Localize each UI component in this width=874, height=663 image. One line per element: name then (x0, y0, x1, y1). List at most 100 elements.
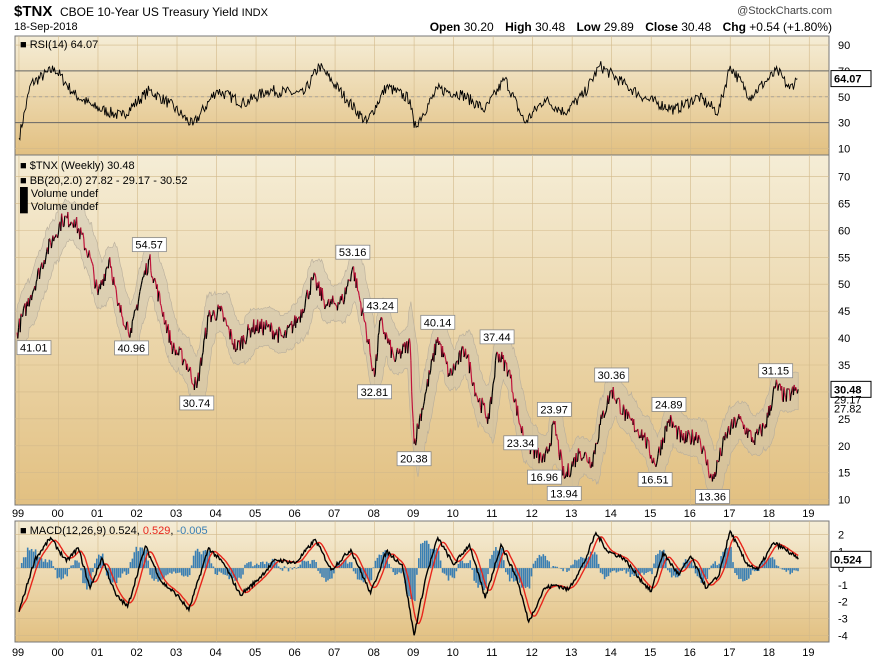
macd-histogram-bar (607, 568, 610, 577)
price-segment (346, 279, 349, 287)
price-segment (740, 420, 743, 422)
price-segment (690, 442, 693, 445)
macd-histogram-bar (617, 568, 620, 572)
macd-histogram-bar (742, 568, 744, 582)
macd-histogram-bar (260, 562, 262, 569)
macd-histogram-bar (520, 568, 523, 588)
macd-histogram-bar (508, 568, 511, 582)
macd-histogram-bar (574, 559, 576, 568)
price-segment (391, 346, 394, 353)
chart-header: $TNX CBOE 10-Year US Treasury Yield INDX… (0, 0, 874, 36)
macd-histogram-bar (214, 568, 217, 575)
price-segment (646, 436, 649, 441)
x-tick-label: 10 (447, 508, 459, 520)
macd-histogram-bar (323, 568, 325, 578)
macd-histogram-bar (139, 547, 142, 568)
macd-histogram-bar (560, 568, 562, 569)
macd-histogram-bar (777, 566, 780, 569)
rsi-y-tick-label: 30 (838, 118, 850, 130)
macd-histogram-bar (181, 568, 183, 576)
macd-histogram-bar (74, 560, 76, 569)
price-segment (356, 278, 359, 291)
x-tick-label: 08 (368, 508, 380, 520)
macd-histogram-bar (631, 568, 633, 575)
macd-histogram-bar (753, 568, 756, 572)
macd-histogram-bar (30, 549, 33, 568)
price-annotation-label: 43.24 (367, 301, 395, 313)
macd-histogram-bar (475, 568, 477, 583)
macd-histogram-bar (76, 560, 78, 569)
macd-histogram-bar (566, 568, 568, 572)
price-segment (230, 328, 233, 334)
close-value: 30.48 (681, 20, 712, 34)
price-annotation-box (637, 472, 673, 487)
macd-histogram-bar (341, 562, 343, 568)
price-segment (716, 459, 719, 463)
macd-histogram-bar (234, 568, 236, 581)
macd-histogram-bar (507, 568, 509, 575)
price-segment (88, 250, 91, 258)
price-segment (454, 362, 457, 371)
macd-histogram-bar (441, 568, 444, 573)
macd-histogram-bar (307, 560, 309, 568)
price-segment (715, 459, 718, 473)
price-segment (586, 461, 589, 463)
price-segment (557, 439, 560, 455)
description-label: CBOE 10-Year US Treasury Yield INDX (60, 5, 268, 19)
price-segment (302, 311, 305, 314)
price-segment (451, 372, 454, 376)
price-segment (276, 329, 278, 335)
macd-histogram-bar (390, 567, 392, 569)
price-segment (759, 424, 762, 433)
macd-histogram-bar (629, 568, 632, 577)
price-segment (91, 261, 93, 264)
price-segment (775, 379, 778, 385)
macd-histogram-bar (153, 568, 155, 581)
price-segment (149, 254, 152, 271)
price-segment (614, 399, 616, 401)
price-y-tick-label: 35 (838, 360, 850, 372)
price-segment (796, 389, 799, 394)
price-segment (104, 269, 107, 282)
price-segment (783, 387, 786, 393)
rsi-y-tick-label: 10 (838, 144, 850, 156)
macd-histogram-bar (761, 560, 764, 568)
price-segment (488, 403, 491, 419)
macd-histogram-bar (394, 568, 396, 575)
price-segment (71, 222, 74, 226)
macd-histogram-bar (159, 568, 161, 581)
price-y-tick-label: 10 (838, 495, 850, 507)
price-segment (710, 473, 713, 477)
price-segment (132, 316, 135, 319)
macd-histogram-bar (540, 556, 543, 568)
price-segment (63, 215, 66, 227)
price-segment (105, 267, 108, 270)
price-segment (150, 270, 153, 278)
price-segment (572, 458, 575, 467)
price-segment (699, 440, 702, 447)
macd-histogram-bar (200, 554, 203, 568)
price-segment (34, 281, 37, 291)
macd-histogram-bar (54, 568, 57, 570)
macd-histogram-bar (451, 568, 454, 578)
macd-histogram-bar (526, 568, 529, 587)
price-segment (82, 232, 85, 239)
price-segment (466, 355, 469, 359)
price-segment (115, 289, 118, 299)
ohlc-readout: Open 30.20 High 30.48 Low 29.89 Close 30… (422, 20, 832, 34)
macd-histogram-bar (548, 561, 550, 569)
price-segment (658, 446, 661, 451)
macd-histogram-bar (562, 568, 564, 572)
price-segment (510, 374, 513, 393)
macd-histogram-bar (277, 566, 280, 569)
macd-histogram-bar (121, 568, 124, 574)
macd-histogram-bar (216, 568, 219, 575)
macd-histogram-bar (202, 550, 205, 568)
price-segment (133, 310, 136, 317)
macd-histogram-bar (220, 568, 223, 573)
macd-histogram-bar (356, 568, 359, 580)
price-segment (131, 321, 133, 333)
symbol-label: $TNX (14, 3, 53, 20)
price-segment (163, 311, 165, 325)
x-tick-label: 15 (644, 647, 656, 659)
